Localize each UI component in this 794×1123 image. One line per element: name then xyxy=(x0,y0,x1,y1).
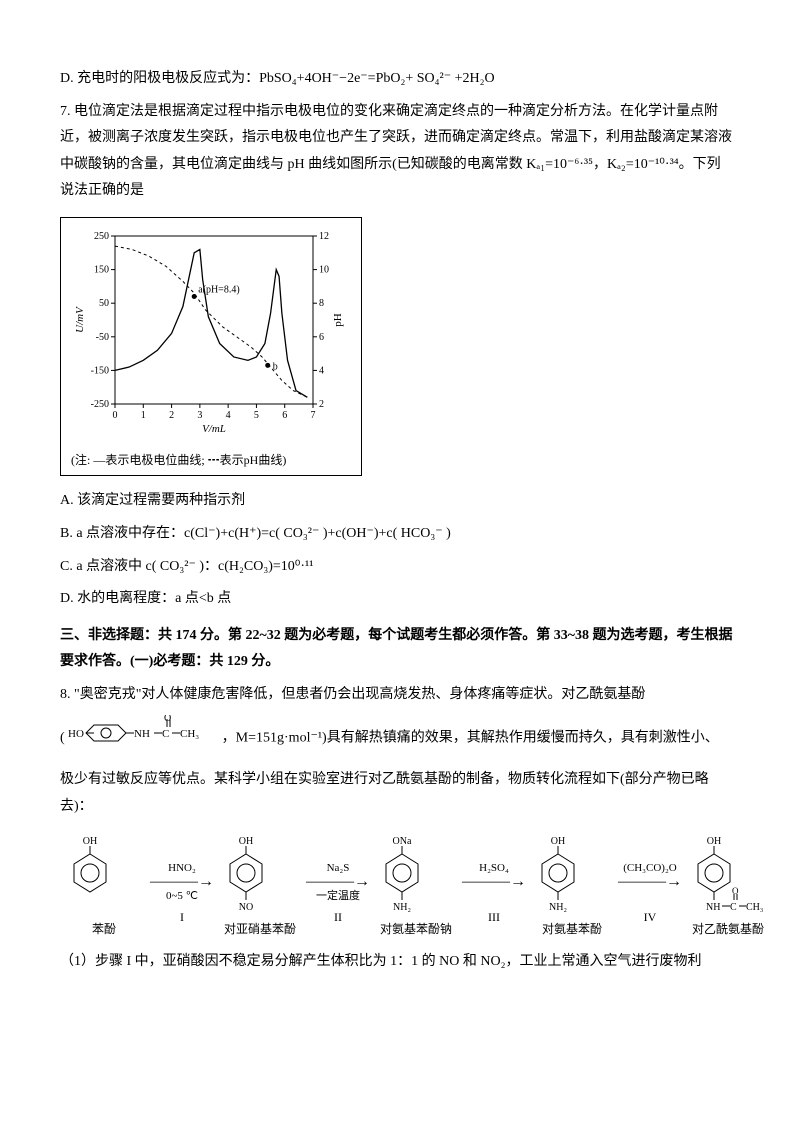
chart-caption: (注: —表示电极电位曲线; ┅表示pH曲线) xyxy=(71,449,351,472)
q7-option-d: D. 水的电离程度：a 点<b 点 xyxy=(60,586,734,613)
q7-option-c: C. a 点溶液中 c( CO₃²⁻ )：c(H₂CO₃)=10⁰·¹¹ xyxy=(60,554,734,581)
q6-option-d: D. 充电时的阳极电极反应式为：PbSO₄+4OH⁻−2e⁻=PbO₂+ SO₄… xyxy=(60,66,734,93)
svg-text:CH₃: CH₃ xyxy=(180,728,199,740)
svg-text:b: b xyxy=(273,361,278,372)
molecule-4: OH NH C O CH₃ 对乙酰氨基酚 xyxy=(684,834,772,941)
molecule-0: OH 苯酚 xyxy=(60,834,148,941)
svg-text:4: 4 xyxy=(319,365,324,376)
svg-text:O: O xyxy=(164,715,171,724)
svg-text:6: 6 xyxy=(319,332,324,343)
svg-text:2: 2 xyxy=(319,399,324,410)
arrow-II: Na₂S ―――→ 一定温度 II xyxy=(306,862,370,929)
svg-text:NH₂: NH₂ xyxy=(393,902,411,913)
molecule-2: ONa NH₂ 对氨基苯酚钠 xyxy=(372,834,460,941)
svg-text:10: 10 xyxy=(319,265,329,276)
q8-stem-line3: 极少有过敏反应等优点。某科学小组在实验室进行对乙酰氨基酚的制备，物质转化流程如下… xyxy=(60,767,734,820)
svg-text:4: 4 xyxy=(226,410,231,421)
svg-text:pH: pH xyxy=(332,313,344,327)
svg-text:NH: NH xyxy=(706,902,720,913)
svg-text:6: 6 xyxy=(282,410,287,421)
svg-text:7: 7 xyxy=(311,410,316,421)
svg-text:NO: NO xyxy=(239,902,253,913)
svg-text:C: C xyxy=(162,728,169,740)
svg-text:O: O xyxy=(732,886,739,896)
paracetamol-inline-structure: HO NH C O CH₃ xyxy=(68,715,218,762)
q8-stem-line1: 8. "奥密克戎"对人体健康危害降低，但患者仍会出现高烧发热、身体疼痛等症状。对… xyxy=(60,682,734,709)
svg-text:250: 250 xyxy=(94,231,109,242)
svg-text:-50: -50 xyxy=(96,332,109,343)
q7-stem: 7. 电位滴定法是根据滴定过程中指示电极电位的变化来确定滴定终点的一种滴定分析方… xyxy=(60,99,734,205)
q7-option-a: A. 该滴定过程需要两种指示剂 xyxy=(60,488,734,515)
q7-option-b: B. a 点溶液中存在：c(Cl⁻)+c(H⁺)=c( CO₃²⁻ )+c(OH… xyxy=(60,521,734,548)
svg-text:a(pH=8.4): a(pH=8.4) xyxy=(198,284,239,295)
q8-sub1: （1）步骤 I 中，亚硝酸因不稳定易分解产生体积比为 1：1 的 NO 和 NO… xyxy=(60,949,734,976)
svg-text:8: 8 xyxy=(319,298,324,309)
svg-text:HO: HO xyxy=(68,728,84,740)
svg-text:U/mV: U/mV xyxy=(74,306,86,333)
q8-stem-line2: ( HO NH C O CH₃ ，M=151g·mol⁻¹)具有解热镇痛的效果，… xyxy=(60,715,734,762)
svg-text:-150: -150 xyxy=(91,365,109,376)
arrow-III: H₂SO₄ ―――→ III xyxy=(462,862,526,929)
svg-text:5: 5 xyxy=(254,410,259,421)
svg-text:CH₃: CH₃ xyxy=(746,902,763,913)
svg-text:-250: -250 xyxy=(91,399,109,410)
svg-text:2: 2 xyxy=(169,410,174,421)
svg-text:OH: OH xyxy=(239,836,253,847)
molecule-3: OH NH₂ 对氨基苯酚 xyxy=(528,834,616,941)
svg-text:C: C xyxy=(730,902,737,913)
svg-text:OH: OH xyxy=(707,836,721,847)
svg-text:NH: NH xyxy=(134,728,150,740)
svg-text:V/mL: V/mL xyxy=(202,423,226,435)
q8-stem-line2-post: ，M=151g·mol⁻¹)具有解热镇痛的效果，其解热作用缓慢而持久，具有刺激性… xyxy=(222,730,719,745)
svg-text:150: 150 xyxy=(94,265,109,276)
titration-chart: 01234567V/mL-250-150-5050150250U/mV24681… xyxy=(60,217,362,476)
svg-text:OH: OH xyxy=(83,836,97,847)
chart-svg: 01234567V/mL-250-150-5050150250U/mV24681… xyxy=(71,226,351,436)
svg-text:50: 50 xyxy=(99,298,109,309)
svg-text:ONa: ONa xyxy=(393,836,412,847)
svg-text:OH: OH xyxy=(551,836,565,847)
section-3-title: 三、非选择题：共 174 分。第 22~32 题为必考题，每个试题考生都必须作答… xyxy=(60,623,734,676)
svg-text:NH₂: NH₂ xyxy=(549,902,567,913)
svg-text:1: 1 xyxy=(141,410,146,421)
reaction-scheme: OH 苯酚 HNO₂ ―――→ 0~5 ℃ I OH NO 对亚硝基苯酚 Na₂… xyxy=(60,834,734,941)
molecule-1: OH NO 对亚硝基苯酚 xyxy=(216,834,304,941)
q8-paren-open: ( xyxy=(60,730,65,745)
arrow-I: HNO₂ ―――→ 0~5 ℃ I xyxy=(150,862,214,929)
arrow-IV: (CH₃CO)₂O ―――→ IV xyxy=(618,862,682,929)
svg-text:0: 0 xyxy=(113,410,118,421)
svg-text:12: 12 xyxy=(319,231,329,242)
svg-text:3: 3 xyxy=(197,410,202,421)
